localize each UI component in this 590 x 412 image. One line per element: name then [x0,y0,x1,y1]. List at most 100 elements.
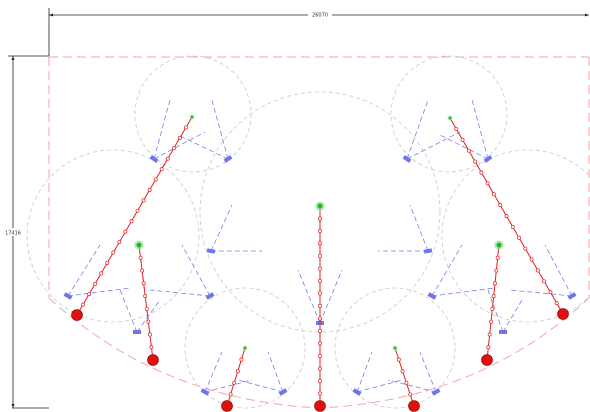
waypoint [504,214,509,218]
waypoint [171,146,176,151]
waypoint [147,332,152,337]
sensor [63,292,73,300]
start-node-icon [496,242,502,248]
waypoint [396,357,401,362]
cable-path [226,347,246,407]
waypoint [491,192,496,197]
coverage-circle [441,149,590,323]
waypoint [318,279,322,283]
sensor [402,155,412,163]
sensor [223,155,233,163]
waypoint [232,380,237,385]
scan-line [210,204,233,252]
cable-paths [76,116,564,407]
sensor [200,388,210,396]
start-node-icon [243,346,247,350]
coverage-circle [134,55,252,173]
waypoint [318,379,322,383]
waypoint [81,302,86,307]
sensors [63,155,577,396]
scan-line [211,99,229,160]
scan-line [439,134,489,160]
nodes [71,114,569,412]
waypoint [318,254,322,258]
coverage-circle [334,287,456,409]
coverage-circle [390,55,508,173]
waypoint [239,357,244,362]
end-node-icon [408,400,420,412]
start-node-icon [317,203,323,209]
scan-line [409,204,429,252]
cable-path [486,244,500,361]
end-node-icon [221,400,233,412]
scan-line [387,379,437,393]
sensor [206,248,216,254]
waypoint [404,380,409,385]
waypoint [486,345,491,350]
end-node-icon [557,308,569,320]
cable-path [394,347,415,407]
waypoint [138,255,143,260]
height-dimension: 17416 [3,55,49,409]
waypoint [466,148,471,153]
cable-path [138,244,154,361]
sensor [499,330,507,334]
scan-line [153,131,206,160]
scan-line [509,289,573,297]
scan-lines [67,99,573,393]
scan-line [431,287,496,297]
start-node-icon [448,116,452,120]
waypoint [473,159,478,164]
sensor [567,292,577,300]
waypoint [318,304,322,308]
width-dimension: 26070 [48,8,589,56]
waypoint [235,369,240,374]
waypoint [523,246,528,251]
sensor [205,292,215,300]
waypoint [93,281,98,286]
waypoint [228,392,233,397]
waypoint [494,268,499,273]
sensor [133,330,141,334]
waypoint [318,241,322,246]
scan-line [136,299,161,333]
scan-line [67,244,101,297]
end-node-icon [481,354,493,366]
waypoint [87,292,92,297]
waypoint [105,260,110,265]
sensor [427,292,437,300]
waypoint [318,329,322,333]
waypoint [318,229,322,233]
waypoint [123,229,128,234]
waypoint [529,257,534,262]
sensor [483,155,493,163]
waypoint [141,198,146,203]
coverage-circle [26,149,200,323]
sensor [423,248,433,254]
waypoint [408,392,413,397]
waypoint [517,235,522,240]
waypoint [165,156,170,161]
scan-line [204,351,223,393]
height-label: 17416 [5,231,21,237]
waypoint [400,369,405,374]
waypoint [177,135,182,140]
waypoint [318,216,322,221]
waypoint [548,290,553,295]
scan-line [356,351,373,393]
waypoint [493,281,497,286]
scan-line [431,244,463,297]
coverage-circle [199,91,441,333]
waypoint [143,294,148,299]
start-node-icon [136,242,142,248]
cable-path [76,116,193,316]
scan-line [319,269,343,324]
scan-line [544,244,573,297]
end-node-icon [71,309,83,321]
scan-line [149,289,211,297]
scan-line [181,244,211,297]
waypoint [495,255,500,260]
end-node-icon [314,400,326,412]
width-label: 26070 [312,13,328,19]
